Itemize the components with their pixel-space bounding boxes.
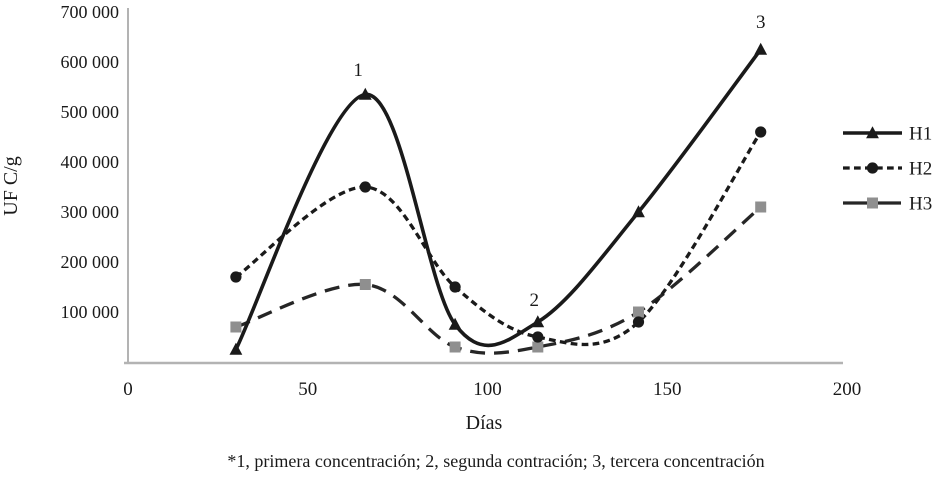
x-tick-label: 100 <box>473 379 502 400</box>
legend-marker-H2 <box>866 162 879 174</box>
y-tick-label: 100 000 <box>61 302 120 322</box>
marker-H1 <box>229 342 243 355</box>
legend-marker-H3 <box>867 197 878 209</box>
plot-area: 100 000 200 000 300 000 400 000 500 000 600 0… <box>61 2 933 400</box>
marker-H1 <box>632 205 645 218</box>
marker-H3 <box>359 279 371 290</box>
y-axis-title: UF C/g <box>0 156 22 215</box>
marker-H1 <box>358 87 372 100</box>
legend-marker-H1 <box>866 126 879 139</box>
y-tick-label: 300 000 <box>61 202 120 222</box>
legend-label-H2: H2 <box>909 159 932 180</box>
y-tick-label: 600 000 <box>61 52 120 72</box>
annotation-3: 3 <box>756 12 766 33</box>
x-tick-label: 0 <box>123 379 133 400</box>
y-tick-label: 700 000 <box>61 2 120 22</box>
legend-label-H3: H3 <box>909 194 932 215</box>
series-line-H1 <box>234 48 763 351</box>
legend-label-H1: H1 <box>909 124 932 145</box>
y-tick-label: 500 000 <box>61 102 120 122</box>
y-tick-label: 200 000 <box>61 252 120 272</box>
marker-H3 <box>230 321 242 333</box>
marker-H2 <box>532 331 544 343</box>
series-line-H2 <box>234 131 763 347</box>
x-axis-title: Días <box>466 412 503 434</box>
x-tick-label: 50 <box>298 379 317 400</box>
marker-H3 <box>633 306 644 318</box>
marker-H2 <box>755 126 767 138</box>
marker-H1 <box>754 42 768 55</box>
series-line-H3 <box>235 205 762 355</box>
annotation-2: 2 <box>529 290 539 311</box>
marker-H1 <box>448 317 462 330</box>
marker-H3 <box>755 201 767 213</box>
x-tick-label: 150 <box>653 379 682 400</box>
marker-H2 <box>632 316 645 328</box>
chart-svg: 100 000 200 000 300 000 400 000 500 000 600 0… <box>0 2 933 434</box>
marker-H2 <box>359 181 371 193</box>
marker-H3 <box>532 341 544 353</box>
marker-H3 <box>449 341 461 353</box>
y-tick-label: 400 000 <box>61 152 120 172</box>
marker-H1 <box>531 315 545 328</box>
marker-H2 <box>230 271 242 283</box>
figure-caption: *1, primera concentración; 2, segunda co… <box>227 451 765 471</box>
x-tick-label: 200 <box>833 379 862 400</box>
marker-H2 <box>449 281 461 293</box>
annotation-1: 1 <box>353 60 363 81</box>
